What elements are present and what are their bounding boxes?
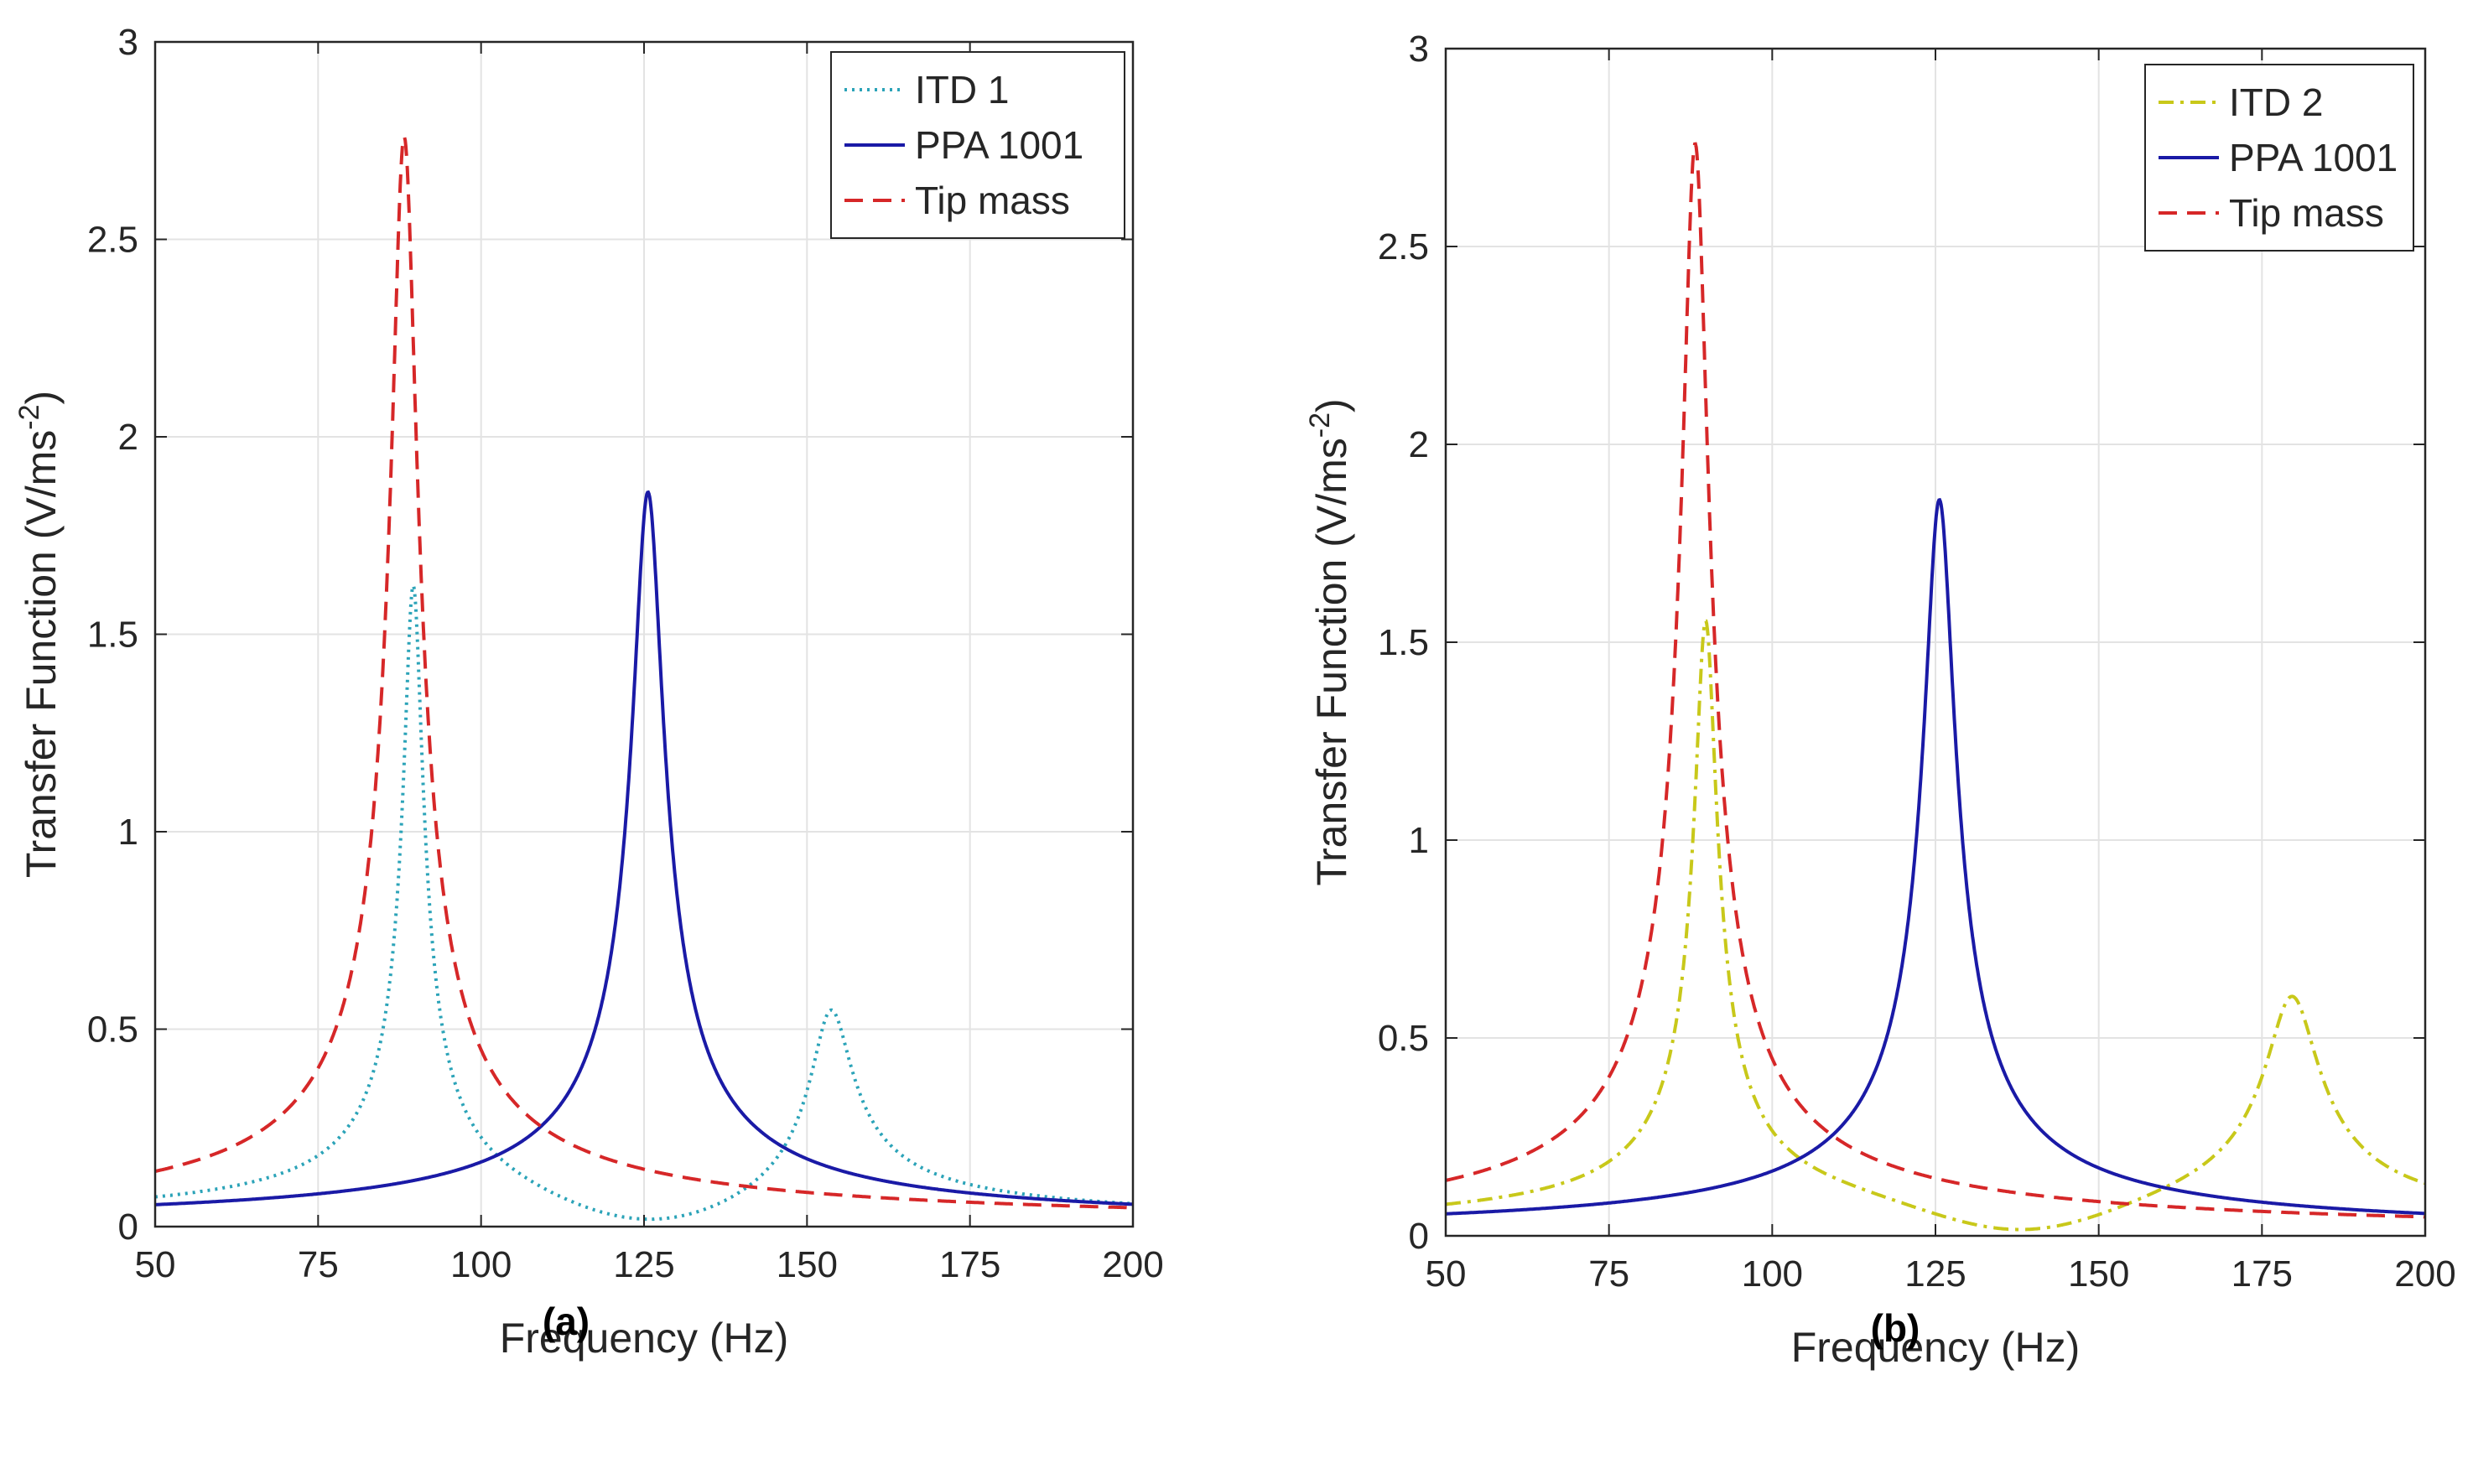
- legend-label: Tip mass: [915, 179, 1070, 222]
- x-tick-label: 100: [1742, 1253, 1803, 1295]
- series-line-2: [155, 490, 1133, 1206]
- x-tick-label: 125: [613, 1244, 674, 1285]
- series-line-1: [1445, 619, 2426, 1232]
- x-axis-label: Frequency (Hz): [500, 1315, 789, 1362]
- y-tick-label: 2.5: [87, 220, 138, 261]
- chart-panel-a: 50 75 100 125 150 175 200 0 0.5 1 1.5 2 2.5 3 Frequenc…: [13, 22, 1164, 1362]
- y-tick-label: 2: [1409, 424, 1429, 465]
- x-tick-label: 75: [1588, 1253, 1629, 1295]
- y-tick-label: 3: [118, 22, 138, 63]
- chart-panel-b: 50 75 100 125 150 175 200 0 0.5 1 1.5 2 2.5 3 Frequenc…: [1304, 29, 2456, 1371]
- y-tick-label: 1: [118, 812, 138, 853]
- x-tick-label: 50: [1426, 1253, 1467, 1295]
- x-axis-label: Frequency (Hz): [1791, 1324, 2081, 1371]
- x-tick-label: 50: [135, 1244, 176, 1285]
- series-line-3: [1445, 142, 2425, 1219]
- legend-label: ITD 2: [2229, 80, 2323, 124]
- x-tick-label: 175: [2231, 1253, 2293, 1295]
- legend-label: ITD 1: [915, 68, 1009, 112]
- y-tick-label: 1.5: [87, 615, 138, 656]
- x-tick-label: 75: [298, 1244, 339, 1285]
- y-tick-label: 1: [1409, 820, 1429, 861]
- x-tick-label: 150: [2068, 1253, 2129, 1295]
- series-line-3: [154, 135, 1133, 1210]
- y-tick-label: 3: [1409, 29, 1429, 70]
- y-tick-label: 0: [1409, 1216, 1429, 1257]
- series-line-2: [1445, 497, 2425, 1216]
- x-tick-label: 175: [939, 1244, 1000, 1285]
- legend-label: PPA 1001: [2229, 136, 2398, 179]
- y-tick-label: 2.5: [1378, 226, 1429, 267]
- x-tick-label: 200: [1102, 1244, 1163, 1285]
- y-axis-label: Transfer Function (V/ms-2): [13, 391, 65, 878]
- panel-caption: (b): [1871, 1306, 1920, 1350]
- x-tick-label: 200: [2394, 1253, 2455, 1295]
- y-tick-label: 0.5: [87, 1009, 138, 1051]
- y-tick-label: 0.5: [1378, 1018, 1429, 1059]
- y-axis-label: Transfer Function (V/ms-2): [1304, 398, 1355, 885]
- legend-label: PPA 1001: [915, 123, 1083, 167]
- x-tick-label: 125: [1904, 1253, 1966, 1295]
- x-tick-label: 150: [777, 1244, 838, 1285]
- y-tick-label: 2: [118, 417, 138, 458]
- panel-caption: (a): [543, 1300, 590, 1343]
- y-tick-label: 1.5: [1378, 622, 1429, 663]
- y-tick-label: 0: [118, 1206, 138, 1248]
- legend-label: Tip mass: [2229, 191, 2384, 235]
- x-tick-label: 100: [450, 1244, 512, 1285]
